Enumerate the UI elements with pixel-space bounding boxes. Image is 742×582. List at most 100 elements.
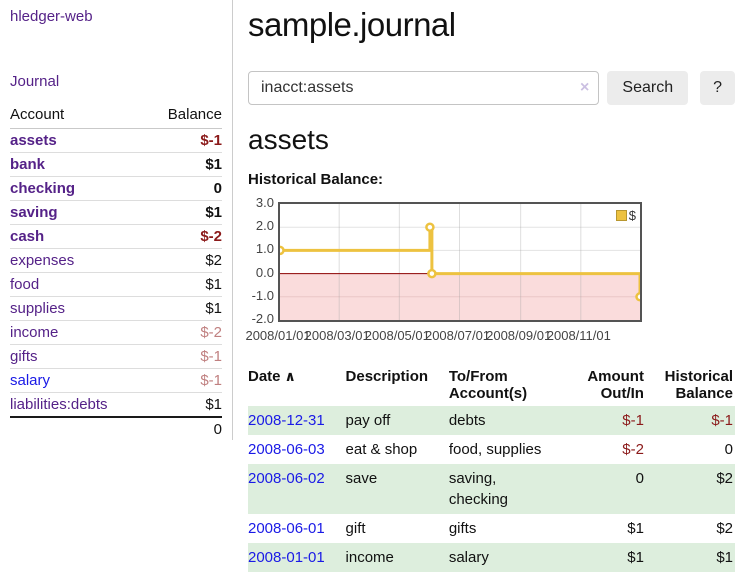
accounts-total-value: 0 (146, 416, 222, 441)
account-row: salary $-1 (10, 368, 222, 393)
account-balance: $-1 (146, 368, 222, 393)
sidebar-account-link[interactable]: salary (10, 372, 51, 389)
account-balance: $2 (146, 248, 222, 273)
register-col-description: Description (345, 368, 429, 385)
y-axis-tick-label: 3.0 (255, 195, 274, 210)
x-axis-tick-label: 2008/09/01 (486, 328, 552, 343)
legend-label: $ (628, 208, 636, 223)
chart-plot-area: $ (278, 202, 642, 322)
x-axis-tick-label: 2008/11/01 (546, 328, 611, 343)
transaction-balance: $2 (716, 470, 733, 487)
sidebar-account-link[interactable]: expenses (10, 252, 75, 269)
sidebar-account-link[interactable]: cash (10, 228, 45, 245)
page-title: sample.journal (248, 6, 456, 43)
sidebar-account-link[interactable]: gifts (10, 348, 38, 365)
chart-title: Historical Balance: (248, 171, 384, 188)
account-row: income $-2 (10, 320, 222, 345)
transaction-balance: $1 (716, 549, 733, 566)
chart-legend: $ (615, 208, 636, 223)
transaction-description: gift (345, 520, 366, 537)
account-heading: assets (248, 124, 329, 155)
transaction-date-link[interactable]: 2008-12-31 (248, 412, 325, 429)
account-row: gifts $-1 (10, 344, 222, 369)
search-button[interactable]: Search (607, 71, 689, 105)
sidebar-account-link[interactable]: saving (10, 204, 58, 221)
account-row: checking 0 (10, 176, 222, 201)
transaction-amount: $1 (627, 520, 644, 537)
transaction-date-link[interactable]: 2008-01-01 (248, 549, 325, 566)
transaction-date-link[interactable]: 2008-06-02 (248, 470, 325, 487)
account-balance: $-2 (146, 320, 222, 345)
transaction-row: 2008-12-31 pay off debts $-1 $-1 (248, 406, 735, 435)
accounts-table: Account Balance assets $-1 bank $1 checking 0… (10, 103, 222, 441)
sidebar-account-link[interactable]: bank (10, 156, 46, 173)
y-axis-tick-label: -2.0 (251, 311, 274, 326)
transaction-date-link[interactable]: 2008-06-03 (248, 441, 325, 458)
y-axis-tick-label: 1.0 (255, 241, 274, 257)
x-axis-tick-label: 2008/07/01 (424, 328, 491, 343)
transaction-description: eat & shop (345, 441, 418, 458)
account-balance: $-2 (146, 224, 222, 249)
transaction-accounts: saving, checking (448, 470, 509, 508)
account-balance: $1 (146, 272, 222, 297)
transaction-description: income (345, 549, 394, 566)
account-row: saving $1 (10, 200, 222, 225)
transaction-accounts: salary (448, 549, 489, 566)
transaction-balance: $2 (716, 520, 733, 537)
transaction-balance: 0 (724, 441, 733, 458)
y-axis-tick-label: 2.0 (255, 218, 274, 234)
register-col-accounts: To/From Account(s) (448, 368, 528, 402)
register-table: Date ∧ Description To/From Account(s) Amo… (248, 364, 735, 572)
sidebar-account-link[interactable]: assets (10, 132, 57, 149)
main-content: sample.journal × Search ? assets Histori… (233, 0, 742, 572)
y-axis-tick-label: 0.0 (255, 264, 274, 280)
sidebar-item-journal[interactable]: Journal (10, 73, 60, 90)
x-axis-tick-label: 2008/01/01 (245, 328, 311, 343)
account-balance: $1 (146, 392, 222, 417)
transaction-date-link[interactable]: 2008-06-01 (248, 520, 325, 537)
transaction-row: 2008-06-02 save saving, checking 0 $2 (248, 464, 735, 514)
sidebar-account-link[interactable]: checking (10, 180, 76, 197)
app-title-link[interactable]: hledger-web (10, 8, 93, 25)
transaction-row: 2008-01-01 income salary $1 $1 (248, 543, 735, 572)
accounts-col-account: Account (10, 103, 147, 129)
transaction-amount: 0 (635, 470, 644, 487)
transaction-amount: $1 (627, 549, 644, 566)
account-balance: $-1 (146, 344, 222, 369)
x-axis-tick-label: 2008/03/01 (304, 328, 370, 343)
transaction-description: save (345, 470, 378, 487)
sidebar-account-link[interactable]: supplies (10, 300, 66, 317)
sidebar-account-link[interactable]: income (10, 324, 59, 341)
chart-canvas (280, 204, 640, 320)
sidebar-account-link[interactable]: food (10, 276, 40, 293)
legend-swatch-icon (615, 210, 627, 221)
sidebar-account-link[interactable]: liabilities:debts (10, 396, 108, 413)
account-row: liabilities:debts $1 (10, 392, 222, 417)
search-form: × Search ? (248, 71, 735, 105)
register-col-date[interactable]: Date ∧ (248, 368, 296, 385)
account-balance: $1 (146, 200, 222, 225)
accounts-col-balance: Balance (146, 103, 222, 129)
account-row: expenses $2 (10, 248, 222, 273)
account-row: cash $-2 (10, 224, 222, 249)
accounts-total-row: 0 (10, 416, 222, 441)
transaction-accounts: debts (448, 412, 486, 429)
account-row: bank $1 (10, 152, 222, 177)
account-row: supplies $1 (10, 296, 222, 321)
search-input[interactable] (248, 71, 600, 105)
transaction-description: pay off (345, 412, 391, 429)
register-col-balance: Historical Balance (664, 368, 733, 402)
transaction-accounts: food, supplies (448, 441, 542, 458)
account-row: assets $-1 (10, 129, 222, 153)
x-axis-tick-label: 2008/05/01 (364, 328, 430, 343)
account-balance: $1 (146, 296, 222, 321)
sidebar: hledger-web Journal Account Balance asse… (0, 0, 233, 441)
register-col-amount: Amount Out/In (587, 368, 644, 402)
account-balance: $-1 (200, 132, 222, 149)
account-row: food $1 (10, 272, 222, 297)
clear-search-icon[interactable]: × (580, 79, 590, 96)
account-balance: $1 (146, 152, 222, 177)
sort-asc-icon: ∧ (284, 368, 296, 384)
help-button[interactable]: ? (700, 71, 735, 105)
